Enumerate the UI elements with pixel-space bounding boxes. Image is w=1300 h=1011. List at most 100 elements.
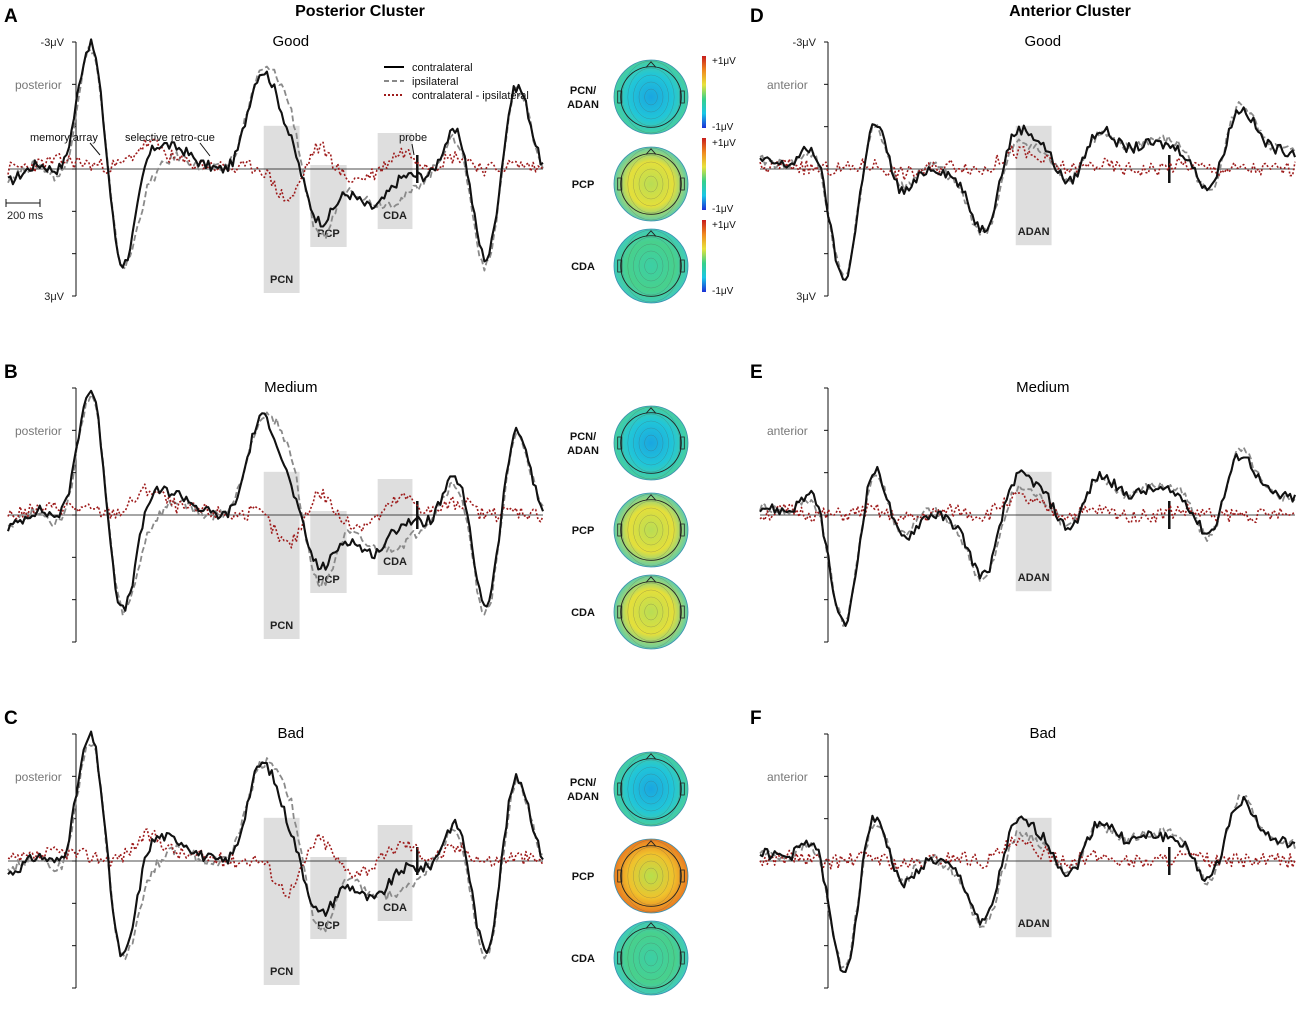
topo-ear-right xyxy=(679,436,685,450)
topo-map: PCP xyxy=(572,146,689,222)
topo-nose xyxy=(645,61,657,68)
topo-map: PCP xyxy=(572,492,689,568)
region-label: posterior xyxy=(15,424,62,438)
topo-contour xyxy=(622,575,680,649)
panel-f: F Bad anterior ADAN xyxy=(750,708,1296,989)
topo-disc xyxy=(613,228,689,304)
annotation-memory-array: memory array xyxy=(30,132,98,144)
topo-ear-left xyxy=(617,436,623,450)
topo-contour xyxy=(633,243,669,289)
topo-disc xyxy=(613,920,689,996)
component-label-adan: ADAN xyxy=(1018,572,1050,584)
topo-contour xyxy=(627,928,675,988)
legend-label-contralateral: contralateral xyxy=(412,62,473,74)
topo-contour xyxy=(644,949,658,967)
topo-maps: PCN/ADAN +1μV -1μV PCP +1μV -1μV CDA +1μV -1μV PC… xyxy=(567,56,736,996)
topo-map: CDA xyxy=(571,574,689,650)
component-label-cda: CDA xyxy=(383,210,407,222)
component-window-adan xyxy=(1015,125,1052,246)
topo-contour xyxy=(633,507,669,553)
topo-contour xyxy=(627,846,675,906)
topo-label: CDA xyxy=(571,261,595,273)
topo-ear-left xyxy=(617,951,623,965)
topo-label: PCN/ xyxy=(570,431,596,443)
region-label: posterior xyxy=(15,770,62,784)
topo-contour xyxy=(633,766,669,812)
topo-map: CDA xyxy=(571,920,689,996)
topo-label: CDA xyxy=(571,953,595,965)
topo-contour xyxy=(622,60,680,134)
topo-contour xyxy=(638,596,664,628)
topo-contour xyxy=(622,229,680,303)
region-label: anterior xyxy=(767,78,808,92)
topo-head xyxy=(620,845,682,907)
series-line-ipsilateral xyxy=(759,794,1296,970)
topo-contour xyxy=(644,521,658,539)
topo-head xyxy=(620,581,682,643)
colorbar-top-label: +1μV xyxy=(712,138,736,149)
topo-map: PCN/ADAN xyxy=(567,59,689,135)
topo-ear-right xyxy=(679,259,685,273)
component-window-pcn xyxy=(263,471,300,639)
topo-contour xyxy=(638,514,664,546)
condition-title: Bad xyxy=(277,725,304,742)
legend-label-difference: contralateral - ipsilateral xyxy=(412,90,529,102)
topo-contour xyxy=(622,752,680,826)
topo-map: PCN/ADAN xyxy=(567,751,689,827)
panel-d: D Good anterior ADAN -3μV 3μV xyxy=(750,6,1296,303)
topo-contour xyxy=(633,935,669,981)
topo-label: ADAN xyxy=(567,445,599,457)
condition-title: Good xyxy=(272,33,309,50)
topo-contour xyxy=(627,759,675,819)
topo-contour xyxy=(627,67,675,127)
annotation-probe-arrow xyxy=(411,143,415,156)
topo-head xyxy=(620,235,682,297)
topo-colorbar: +1μV -1μV xyxy=(702,220,736,297)
topo-contour xyxy=(638,427,664,459)
topo-label: CDA xyxy=(571,607,595,619)
topo-ear-left xyxy=(617,605,623,619)
topo-contour xyxy=(644,434,658,452)
series-line-contralateralminusipsilateral xyxy=(7,828,544,899)
topo-contour xyxy=(638,773,664,805)
y-bottom-label: 3μV xyxy=(44,291,64,303)
region-label: anterior xyxy=(767,770,808,784)
topo-contour xyxy=(638,860,664,892)
component-label-pcn: PCN xyxy=(270,274,293,286)
topo-nose xyxy=(645,576,657,583)
series-line-contralateral xyxy=(759,795,1296,974)
topo-colorbar: +1μV -1μV xyxy=(702,56,736,133)
topo-ear-left xyxy=(617,259,623,273)
topo-head xyxy=(620,412,682,474)
topo-contour xyxy=(627,413,675,473)
topo-ear-right xyxy=(679,869,685,883)
series-line-contralateral xyxy=(7,730,544,958)
topo-map: PCP xyxy=(572,838,689,914)
annotation-memory-array-arrow xyxy=(89,142,101,156)
topo-contour xyxy=(644,603,658,621)
topo-nose xyxy=(645,922,657,929)
topo-map: PCN/ADAN xyxy=(567,405,689,481)
topo-label: ADAN xyxy=(567,791,599,803)
topo-head xyxy=(620,927,682,989)
topo-ear-right xyxy=(679,782,685,796)
topo-contour xyxy=(633,589,669,635)
colorbar-gradient xyxy=(702,56,706,128)
topo-nose xyxy=(645,840,657,847)
panels: A Good posterior PCN PCP CDA -3μV 3μV B Medium pos… xyxy=(4,6,1296,989)
legend-label-ipsilateral: ipsilateral xyxy=(412,76,458,88)
component-window-cda xyxy=(377,479,413,575)
topo-label: PCN/ xyxy=(570,777,596,789)
component-label-cda: CDA xyxy=(383,556,407,568)
topo-label: PCP xyxy=(572,525,595,537)
topo-nose xyxy=(645,230,657,237)
series-line-contralateral xyxy=(7,389,544,612)
series-line-contralateral xyxy=(759,453,1296,627)
region-label: posterior xyxy=(15,78,62,92)
region-label: anterior xyxy=(767,424,808,438)
topo-contour xyxy=(627,582,675,642)
topo-label: ADAN xyxy=(567,99,599,111)
series-line-contralateralminusipsilateral xyxy=(7,138,544,202)
